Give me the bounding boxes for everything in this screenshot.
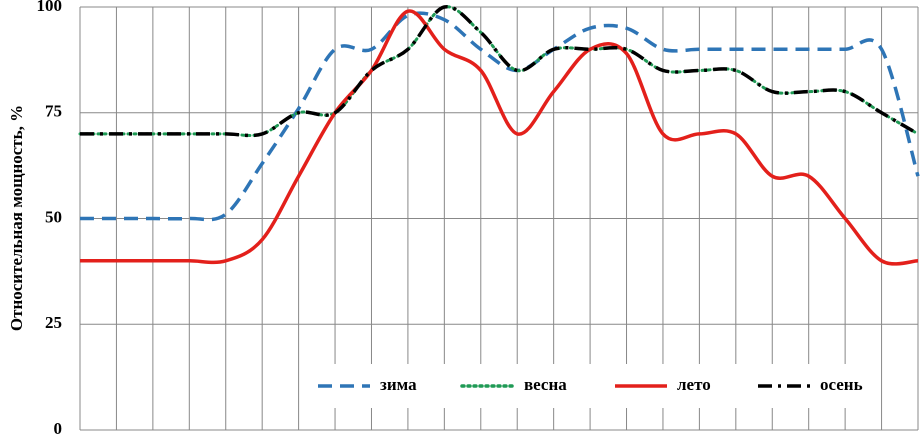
legend-label: осень — [820, 375, 863, 394]
legend-label: лето — [677, 375, 711, 394]
y-axis-label: Относительная мощность, % — [7, 105, 26, 331]
y-tick-label: 0 — [54, 419, 63, 435]
y-tick-label: 25 — [45, 313, 62, 332]
series-line — [80, 9, 919, 266]
y-tick-label: 75 — [45, 102, 62, 121]
y-tick-label: 100 — [37, 0, 63, 15]
series-line — [80, 5, 919, 138]
series-line — [78, 5, 920, 137]
series-line — [80, 11, 920, 222]
y-tick-label: 50 — [45, 207, 62, 226]
legend-label: весна — [524, 375, 567, 394]
legend-label: зима — [380, 375, 417, 394]
legend-box — [300, 364, 880, 408]
